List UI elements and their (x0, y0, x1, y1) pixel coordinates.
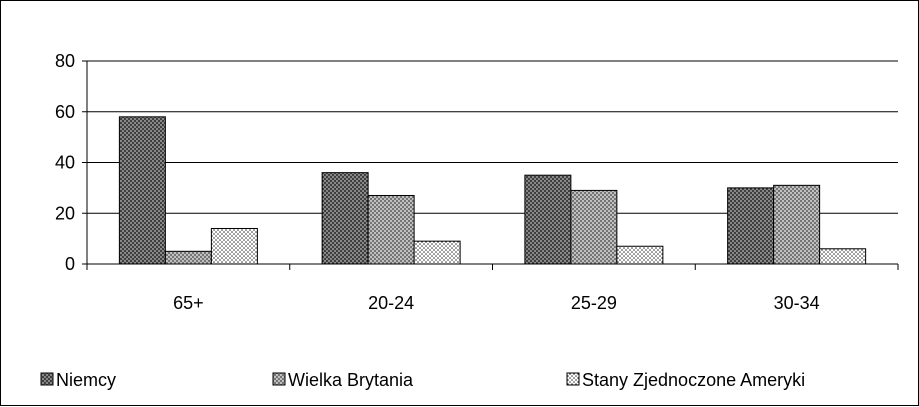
legend: Niemcy Wielka Brytania Stany Zjednoczone A… (40, 370, 805, 390)
x-tick-labels: 65+ 20-24 25-29 30-34 (173, 293, 820, 313)
x-tick-label: 25-29 (571, 293, 617, 313)
legend-swatch (272, 372, 286, 386)
legend-swatch (40, 372, 54, 386)
bar-niemcy-30-34 (727, 187, 775, 265)
bar-stany-zjednoczone-ameryki-25-29 (616, 245, 664, 265)
bar-niemcy-65+ (118, 116, 166, 265)
bar-wielka-brytania-65+ (164, 250, 212, 265)
bar-niemcy-25-29 (524, 174, 572, 265)
x-tick-label: 20-24 (368, 293, 414, 313)
legend-label: Niemcy (56, 370, 116, 390)
y-tick-label: 20 (55, 203, 75, 223)
bar-stany-zjednoczone-ameryki-20-24 (413, 240, 461, 265)
y-tick-label: 40 (55, 153, 75, 173)
legend-label: Wielka Brytania (288, 370, 414, 390)
x-tick-label: 30-34 (774, 293, 820, 313)
y-tick-labels: 0 20 40 60 80 (55, 51, 75, 274)
bar-niemcy-20-24 (321, 172, 369, 265)
bar-wielka-brytania-30-34 (773, 184, 821, 265)
y-tick-label: 60 (55, 102, 75, 122)
x-tick-label: 65+ (173, 293, 204, 313)
bar-wielka-brytania-20-24 (367, 194, 415, 265)
legend-label: Stany Zjednoczone Ameryki (582, 370, 805, 390)
y-tick-label: 0 (65, 254, 75, 274)
bar-stany-zjednoczone-ameryki-65+ (210, 227, 258, 265)
bar-wielka-brytania-25-29 (570, 189, 618, 265)
y-tick-label: 80 (55, 51, 75, 71)
bar-stany-zjednoczone-ameryki-30-34 (819, 248, 867, 265)
bars (118, 116, 867, 265)
legend-swatch (566, 372, 580, 386)
